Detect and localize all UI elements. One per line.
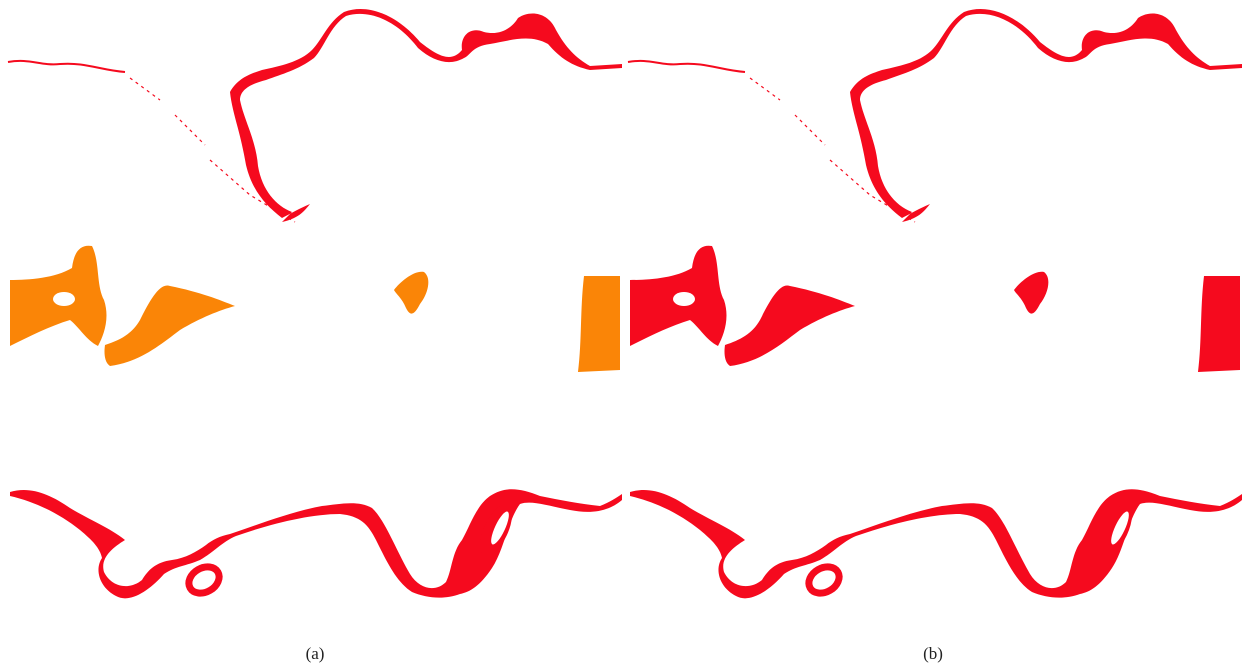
caption: (b)	[923, 644, 943, 663]
page: {"figure": {"captions": ["(a)", "(b)"]}}	[0, 0, 1246, 667]
bottom-shapes	[630, 489, 1242, 598]
middle-shapes	[630, 246, 1240, 372]
top-shapes	[628, 9, 1242, 222]
middle-shapes	[10, 246, 620, 372]
panel-a	[8, 9, 622, 598]
top-shapes	[8, 9, 622, 222]
bottom-shapes	[10, 489, 622, 598]
panel-b	[628, 9, 1242, 598]
caption: (a)	[306, 644, 325, 663]
figure: (a) (b)	[0, 0, 1246, 667]
